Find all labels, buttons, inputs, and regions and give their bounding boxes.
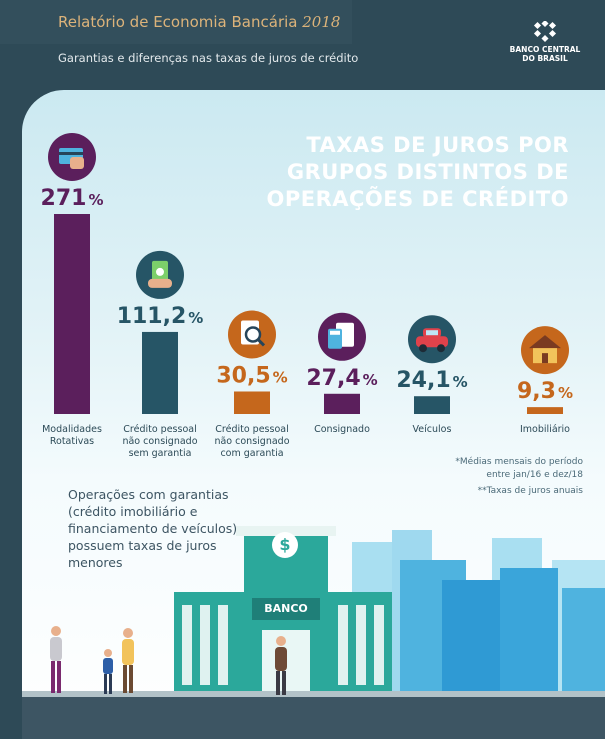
- report-title: Relatório de Economia Bancária 2018: [58, 13, 341, 31]
- icon-part: [70, 157, 84, 169]
- icon-part: [437, 344, 445, 353]
- data-label: 30,5%: [216, 363, 287, 388]
- bank-window: [218, 605, 228, 685]
- building-front-4: [562, 588, 605, 697]
- category-label: Consignado: [314, 424, 370, 435]
- header-title-band: [0, 0, 352, 44]
- note-monthly-averages: *Médias mensais do período: [455, 457, 583, 467]
- icon-part: [156, 267, 164, 276]
- data-label: 271%: [41, 186, 104, 211]
- icon-part: [59, 152, 83, 155]
- category-label: não consignado: [122, 436, 197, 447]
- data-label: 27,4%: [306, 366, 377, 391]
- icon-part: [426, 330, 438, 336]
- street: [22, 697, 605, 739]
- bank-window: [182, 605, 192, 685]
- logo-line-1: BANCO CENTRAL: [509, 45, 581, 54]
- category-label: não consignado: [214, 436, 289, 447]
- logo-line-2: DO BRASIL: [522, 54, 568, 63]
- main-title: TAXAS DE JUROS POR GRUPOS DISTINTOS DE O…: [267, 132, 570, 213]
- person-walking-icon: [275, 636, 287, 695]
- dollar-icon: [272, 532, 298, 558]
- note-annual-rates: **Taxas de juros anuais: [477, 486, 583, 496]
- bar: [324, 393, 360, 414]
- icon-part: [256, 338, 266, 347]
- bank-roof: [236, 526, 336, 536]
- category-label: Rotativas: [50, 436, 94, 447]
- category-label: sem garantia: [129, 448, 192, 459]
- summary-text: Operações com garantias (crédito imobili…: [68, 487, 238, 570]
- bar: [527, 407, 563, 414]
- icon-part: [244, 326, 262, 343]
- building-front-2: [442, 580, 502, 697]
- category-label: Imobiliário: [520, 424, 570, 435]
- report-year: 2018: [302, 13, 341, 31]
- icon-part: [542, 353, 548, 364]
- data-label: 9,3%: [517, 379, 573, 404]
- bank-window: [374, 605, 384, 685]
- bank-window: [338, 605, 348, 685]
- icon-part: [330, 330, 340, 335]
- sidewalk: [22, 691, 605, 697]
- bcb-logo-icon: [533, 21, 557, 43]
- bank-window: [356, 605, 366, 685]
- bcb-logo: BANCO CENTRAL DO BRASIL: [500, 21, 590, 63]
- category-label: com garantia: [220, 448, 283, 459]
- category-label: Crédito pessoal: [123, 424, 196, 435]
- dollar-symbol: $: [279, 535, 291, 554]
- bank-sign-board: [252, 598, 320, 620]
- icon-part: [419, 344, 427, 353]
- bar: [234, 391, 270, 414]
- bank-sign-text: BANCO: [264, 602, 308, 615]
- main-title-line-1: TAXAS DE JUROS POR: [306, 133, 569, 157]
- bar: [414, 396, 450, 414]
- report-subtitle: Garantias e diferenças nas taxas de juro…: [58, 51, 359, 65]
- icon-part: [148, 278, 172, 288]
- bar: [142, 331, 178, 414]
- bar: [54, 214, 90, 414]
- main-title-line-3: OPERAÇÕES DE CRÉDITO: [266, 187, 569, 211]
- main-title-line-2: GRUPOS DISTINTOS DE: [286, 160, 569, 184]
- people-family-icon: [50, 626, 134, 694]
- icon-part: [529, 335, 561, 349]
- building-front-3: [500, 568, 558, 697]
- data-label: 111,2%: [117, 304, 204, 329]
- data-label: 24,1%: [396, 368, 467, 393]
- header: Relatório de Economia Bancária 2018 Gara…: [0, 0, 605, 90]
- bank-window: [200, 605, 210, 685]
- infographic-panel: TAXAS DE JUROS POR GRUPOS DISTINTOS DE O…: [22, 90, 605, 739]
- note-period: entre jan/16 e dez/18: [486, 470, 583, 480]
- category-label: Modalidades: [42, 424, 102, 435]
- category-label: Veículos: [413, 424, 452, 435]
- category-label: Crédito pessoal: [215, 424, 288, 435]
